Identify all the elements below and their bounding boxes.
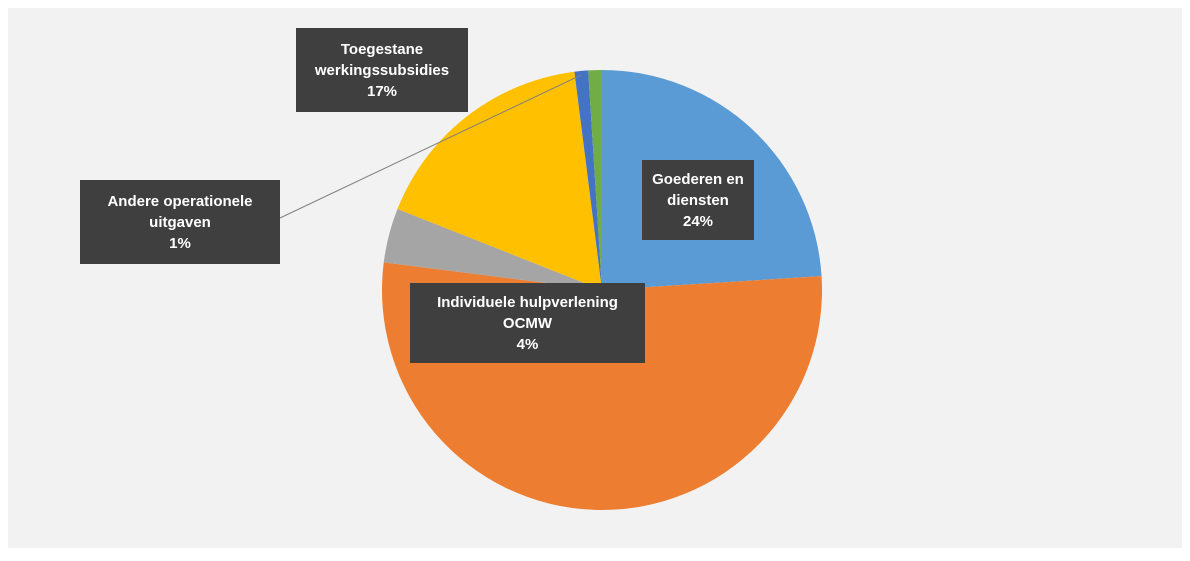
- label-value: 17%: [366, 82, 398, 100]
- data-label: Toegestane werkingssubsidies 17%: [296, 28, 468, 112]
- slice: [574, 70, 602, 291]
- label-name: Individuele hulpverlening OCMW: [437, 293, 618, 332]
- data-label: Individuele hulpverlening OCMW 4%: [410, 283, 645, 363]
- data-label: Goederen en diensten 24%: [642, 160, 754, 240]
- label-name: Andere operationele uitgaven: [107, 192, 253, 231]
- data-label: Andere operationele uitgaven 1%: [80, 180, 280, 264]
- label-value: 4%: [516, 335, 539, 353]
- label-name: Goederen en diensten: [652, 170, 744, 209]
- slice: [397, 71, 602, 290]
- slice: [383, 209, 602, 290]
- label-value: 1%: [169, 234, 191, 252]
- label-name: Toegestane werkingssubsidies: [314, 40, 450, 79]
- slice: [588, 70, 602, 290]
- label-value: 24%: [682, 212, 714, 230]
- leader-line: [279, 74, 582, 219]
